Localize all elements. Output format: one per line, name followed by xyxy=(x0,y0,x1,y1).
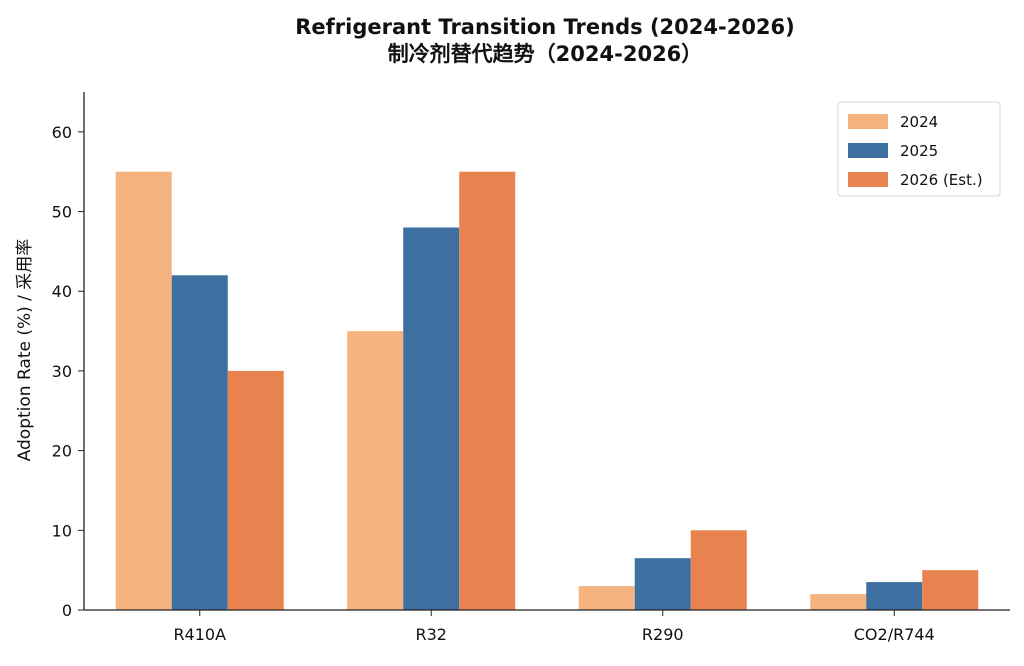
legend-label: 2025 xyxy=(900,142,938,160)
bar-co2-r744-2025 xyxy=(866,582,923,610)
bar-r290-2026-est xyxy=(690,530,747,610)
bar-r410a-2026-est xyxy=(227,370,284,610)
axes-layer: R410A R32 R290 CO2/R744 0 10 20 30 40 50 60 xyxy=(52,92,1010,644)
chart-subtitle: 制冷剂替代趋势（2024-2026） xyxy=(388,42,703,66)
legend-swatch xyxy=(848,114,888,129)
bar-co2-r744-2026-est xyxy=(922,570,979,610)
y-tick-label: 0 xyxy=(62,601,72,620)
bar-r32-2024 xyxy=(347,331,404,610)
bars-layer xyxy=(115,171,979,610)
bar-r290-2025 xyxy=(634,558,691,610)
chart-title: Refrigerant Transition Trends (2024-2026… xyxy=(295,15,795,39)
x-tick-label: CO2/R744 xyxy=(854,625,935,644)
y-tick-label: 60 xyxy=(52,123,72,142)
y-tick-label: 30 xyxy=(52,362,72,381)
x-tick-label: R32 xyxy=(416,625,447,644)
bar-r32-2026-est xyxy=(459,171,516,610)
bar-r290-2024 xyxy=(578,586,635,610)
x-tick-label: R410A xyxy=(173,625,226,644)
bar-r410a-2024 xyxy=(115,171,172,610)
y-tick-label: 10 xyxy=(52,521,72,540)
legend: 2024 2025 2026 (Est.) xyxy=(837,101,1001,197)
y-tick-label: 20 xyxy=(52,442,72,461)
y-axis-label: Adoption Rate (%) / 采用率 xyxy=(15,239,35,462)
legend-swatch xyxy=(848,172,888,187)
legend-label: 2026 (Est.) xyxy=(900,171,983,189)
legend-label: 2024 xyxy=(900,113,938,131)
legend-swatch xyxy=(848,143,888,158)
y-tick-label: 50 xyxy=(52,203,72,222)
bar-r410a-2025 xyxy=(171,275,228,610)
bar-r32-2025 xyxy=(403,227,460,610)
y-tick-label: 40 xyxy=(52,282,72,301)
bar-co2-r744-2024 xyxy=(810,594,867,610)
x-tick-label: R290 xyxy=(642,625,684,644)
